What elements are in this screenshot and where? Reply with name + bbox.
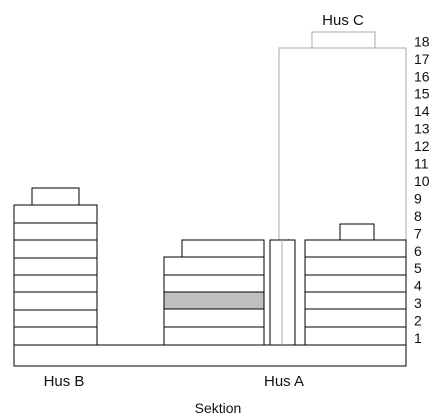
hus-a-label: Hus A (264, 373, 304, 390)
hus-a-left-floor-6 (181, 239, 265, 258)
floor-number-11: 11 (414, 156, 429, 172)
floor-number-13: 13 (414, 121, 430, 137)
hus-a-right-floor-1 (304, 326, 407, 346)
hus-a-left-floor-4 (163, 274, 265, 293)
floor-number-12: 12 (414, 138, 430, 154)
floor-number-10: 10 (414, 173, 430, 189)
floor-number-18: 18 (414, 33, 430, 49)
floor-number-1: 1 (414, 330, 422, 346)
hus-a-left-floor-3-highlighted (163, 291, 265, 310)
hus-a-right-wing (304, 223, 407, 346)
hus-b-floor-4 (13, 291, 98, 311)
hus-a-right-floor-3 (304, 291, 407, 310)
floor-number-8: 8 (414, 208, 422, 224)
floor-number-6: 6 (414, 243, 422, 259)
diagram-title: Sektion (195, 400, 242, 416)
floor-number-15: 15 (414, 86, 430, 102)
hus-a-left-floor-5 (163, 256, 265, 276)
floor-number-3: 3 (414, 295, 422, 311)
hus-b-floor-2 (13, 326, 98, 346)
hus-b-floor-6 (13, 257, 98, 276)
hus-b-floor-7 (13, 239, 98, 259)
hus-a-right-floor-4 (304, 274, 407, 293)
hus-a-core (269, 239, 296, 346)
hus-b-label: Hus B (44, 373, 85, 390)
hus-c-label: Hus C (322, 12, 364, 29)
floor-number-5: 5 (414, 260, 422, 276)
hus-a-right-floor-5 (304, 256, 407, 276)
hus-b-roof (31, 187, 80, 206)
hus-a-left-floor-2 (163, 308, 265, 328)
hus-a-right-floor-6 (304, 239, 407, 258)
hus-b-floor-5 (13, 274, 98, 293)
hus-b-building (13, 187, 98, 346)
floor-number-7: 7 (414, 225, 422, 241)
hus-b-floor-3 (13, 309, 98, 328)
floor-number-17: 17 (414, 51, 430, 67)
floor-number-2: 2 (414, 313, 422, 329)
hus-a-left-wing (163, 239, 265, 346)
hus-a-left-floor-1 (163, 326, 265, 346)
hus-a-right-roof (339, 223, 375, 241)
ground-slab (13, 344, 407, 367)
hus-b-floor-8 (13, 222, 98, 241)
hus-c-roof (311, 31, 376, 49)
hus-b-floor-9 (13, 204, 98, 224)
hus-a-right-floor-2 (304, 308, 407, 328)
floor-number-14: 14 (414, 103, 430, 119)
floor-number-9: 9 (414, 190, 422, 206)
floor-number-4: 4 (414, 278, 422, 294)
floor-number-16: 16 (414, 68, 430, 84)
